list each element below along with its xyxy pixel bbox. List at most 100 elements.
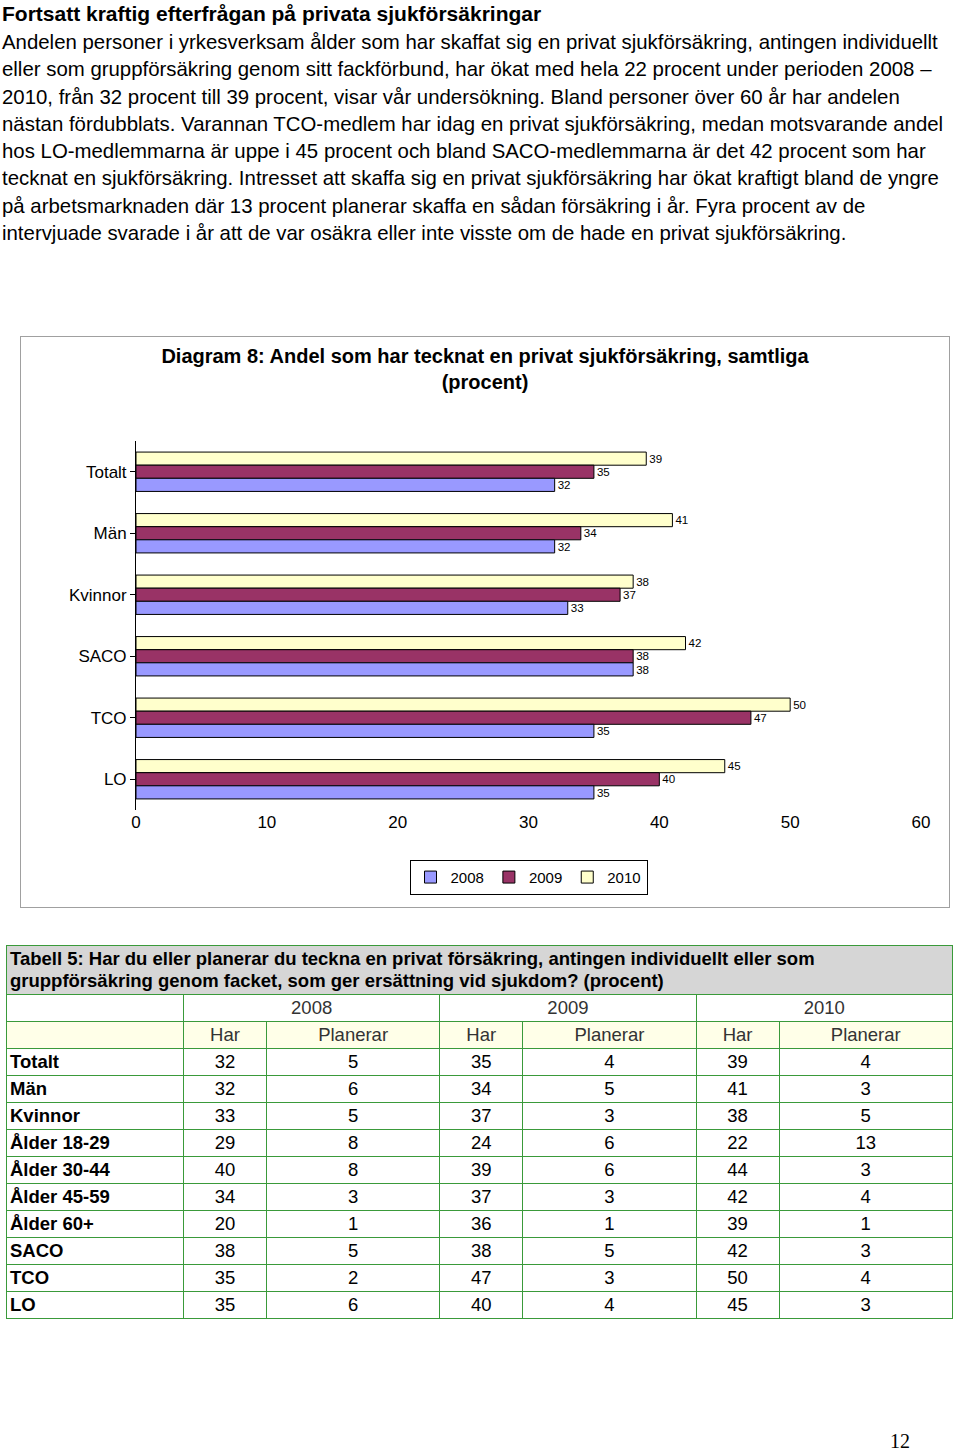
svg-text:50: 50 [781,813,800,832]
html-text:Tabell 5: Har du eller planera: Tabell 5: Har du eller planerar du teckn… [10,948,815,991]
html-text:32: 32 [214,1078,236,1099]
svg-text:39: 39 [649,453,662,465]
html-text:Totalt: Totalt [10,1051,59,1072]
html-text:TCO: TCO [10,1267,50,1288]
svg-text:2008: 2008 [451,869,484,886]
html-text:Planerar: Planerar [574,1024,645,1045]
html-text:5: 5 [860,1105,871,1126]
svg-text:35: 35 [597,725,610,737]
html-text:3: 3 [860,1078,871,1099]
svg-text:2009: 2009 [529,869,562,886]
html-text:Andelen personer i yrkesverksa: Andelen personer i yrkesverksam ålder so… [2,31,944,245]
html-text:35: 35 [471,1051,492,1072]
html-text:8: 8 [348,1132,359,1153]
html-text:5: 5 [604,1078,615,1099]
html-text:39: 39 [727,1213,748,1234]
html-text:45: 45 [727,1294,748,1315]
html-text:29: 29 [214,1132,236,1153]
html-text:32: 32 [214,1051,236,1072]
html-text:Män: Män [10,1078,47,1099]
svg-text:47: 47 [754,712,767,724]
html-text:2008: 2008 [291,997,333,1018]
svg-text:40: 40 [650,813,669,832]
svg-text:45: 45 [728,760,741,772]
svg-text:LO: LO [104,770,127,789]
svg-text:Män: Män [94,524,127,543]
svg-text:34: 34 [584,527,597,539]
html-text:40: 40 [214,1159,236,1180]
svg-text:32: 32 [558,479,571,491]
html-text:37: 37 [471,1186,492,1207]
html-text:6: 6 [348,1078,359,1099]
html-text:47: 47 [471,1267,492,1288]
html-text:LO: LO [10,1294,36,1315]
html-text:Planerar: Planerar [830,1024,901,1045]
html-text:39: 39 [727,1051,748,1072]
html-text:35: 35 [214,1294,236,1315]
svg-text:30: 30 [519,813,538,832]
svg-text:35: 35 [597,466,610,478]
svg-text:Diagram 8: Andel som har teckn: Diagram 8: Andel som har tecknat en priv… [161,345,809,393]
svg-text:50: 50 [793,699,806,711]
html-text:Ålder 18-29: Ålder 18-29 [10,1132,110,1153]
html-text:13: 13 [855,1132,876,1153]
html-text:4: 4 [860,1051,871,1072]
svg-text:2010: 2010 [607,869,640,886]
svg-text:SACO: SACO [78,647,126,666]
html-text:Fortsatt kraftig efterfrågan p: Fortsatt kraftig efterfrågan på privata … [2,2,542,25]
html-text:20: 20 [214,1213,236,1234]
html-text:3: 3 [604,1105,615,1126]
html-text:Ålder 30-44: Ålder 30-44 [10,1159,110,1180]
html-text:42: 42 [727,1186,748,1207]
svg-text:20: 20 [388,813,407,832]
html-text:42: 42 [727,1240,748,1261]
svg-text:42: 42 [689,637,702,649]
html-text:34: 34 [471,1078,492,1099]
svg-text:38: 38 [636,664,649,676]
html-text:Har: Har [210,1024,240,1045]
html-text:37: 37 [471,1105,492,1126]
html-text:38: 38 [727,1105,748,1126]
svg-text:60: 60 [912,813,931,832]
svg-text:33: 33 [571,602,584,614]
html-text:Ålder 60+: Ålder 60+ [10,1213,94,1234]
svg-text:40: 40 [662,773,675,785]
html-text:Har: Har [466,1024,497,1045]
html-text:Kvinnor: Kvinnor [10,1105,80,1126]
html-text:6: 6 [604,1132,615,1153]
html-text:5: 5 [348,1051,359,1072]
html-text:50: 50 [727,1267,748,1288]
svg-text:Kvinnor: Kvinnor [69,586,127,605]
html-text:39: 39 [471,1159,492,1180]
html-text:4: 4 [604,1051,615,1072]
html-text:SACO: SACO [10,1240,64,1261]
svg-text:Totalt: Totalt [86,463,127,482]
html-text:35: 35 [214,1267,236,1288]
html-text:2009: 2009 [547,997,589,1018]
html-text:Har: Har [722,1024,753,1045]
html-text:36: 36 [471,1213,492,1234]
html-text:Planerar: Planerar [318,1024,389,1045]
html-text:Ålder 45-59: Ålder 45-59 [10,1186,110,1207]
html-text:38: 38 [214,1240,236,1261]
svg-text:38: 38 [636,576,649,588]
svg-text:0: 0 [131,813,140,832]
svg-text:35: 35 [597,787,610,799]
html-text:34: 34 [214,1186,236,1207]
svg-text:32: 32 [558,541,571,553]
html-text:38: 38 [471,1240,492,1261]
html-text:40: 40 [471,1294,492,1315]
svg-text:41: 41 [675,514,688,526]
svg-text:10: 10 [257,813,276,832]
svg-text:38: 38 [636,650,649,662]
html-text:5: 5 [348,1105,359,1126]
html-text:22: 22 [727,1132,748,1153]
svg-text:37: 37 [623,589,636,601]
html-text:12: 12 [890,1430,910,1452]
html-text:44: 44 [727,1159,748,1180]
html-text:2010: 2010 [803,997,845,1018]
svg-text:TCO: TCO [91,709,127,728]
html-text:33: 33 [214,1105,236,1126]
html-text:41: 41 [727,1078,748,1099]
html-text:24: 24 [471,1132,492,1153]
